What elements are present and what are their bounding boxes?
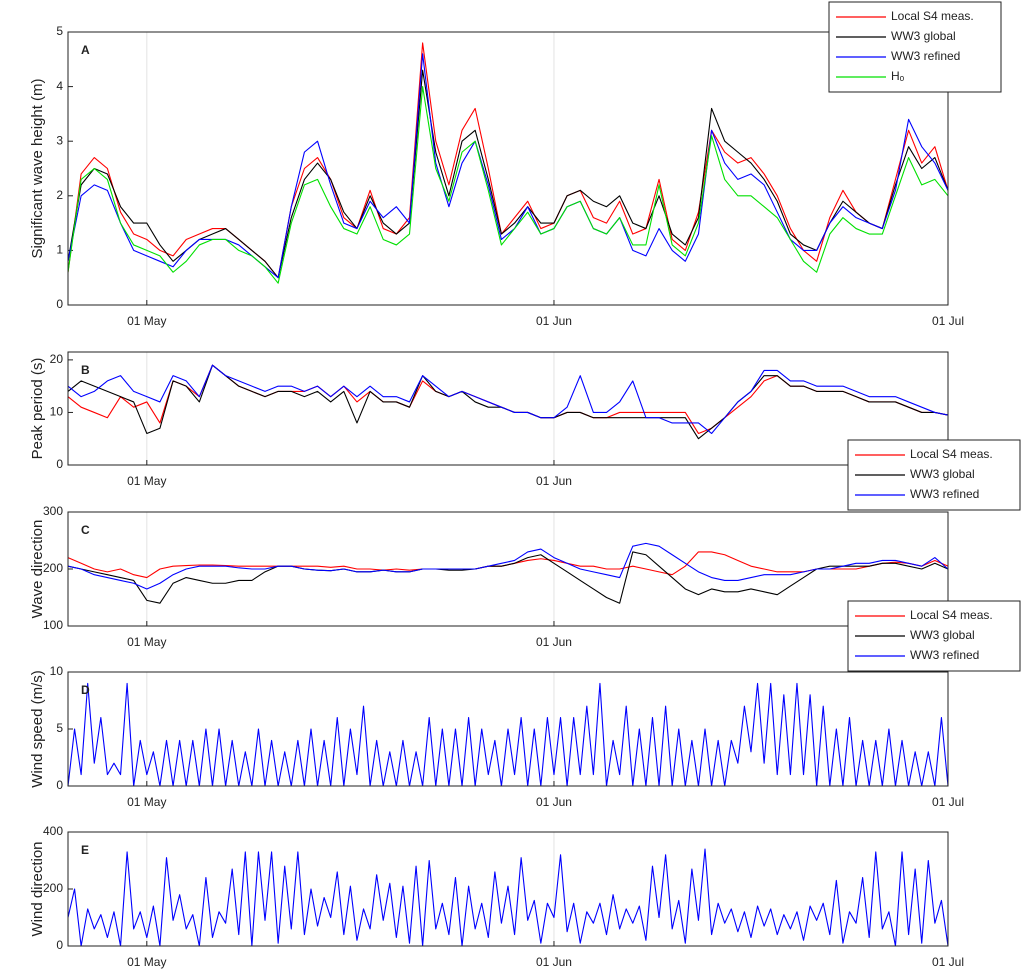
axes-box: [67, 831, 949, 947]
panel-label: B: [81, 363, 90, 377]
series-line: [67, 551, 949, 604]
panel-label: E: [81, 843, 89, 857]
series-line: [67, 86, 949, 284]
y-axis-label: Significant wave height (m): [29, 78, 46, 258]
panel-label: A: [81, 43, 90, 57]
y-tick-label: 10: [50, 405, 64, 419]
y-tick-label: 0: [56, 938, 63, 952]
y-tick-label: 1: [56, 243, 63, 257]
y-tick-label: 400: [43, 824, 63, 838]
x-tick-label: 01 Jun: [536, 474, 572, 488]
y-axis-label: Wave direction: [29, 520, 46, 619]
y-axis-label: Peak period (s): [29, 358, 46, 460]
panel-label: D: [81, 683, 90, 697]
legend-label: Local S4 meas.: [910, 447, 993, 461]
x-tick-label: 01 Jul: [932, 795, 964, 809]
y-tick-label: 20: [50, 352, 64, 366]
x-tick-label: 01 Jul: [932, 955, 964, 969]
plot-area: [68, 32, 948, 305]
y-tick-label: 200: [43, 561, 63, 575]
legend-label: WW3 refined: [910, 648, 979, 662]
legend-label: WW3 refined: [910, 487, 979, 501]
axes-box: [67, 511, 949, 627]
y-tick-label: 3: [56, 133, 63, 147]
series-line: [67, 364, 949, 435]
x-tick-label: 01 May: [127, 955, 166, 969]
x-tick-label: 01 Jul: [932, 314, 964, 328]
y-tick-label: 5: [56, 721, 63, 735]
panel: 01 May 01 Jun 01 Jul 0 200 400 E Wind direction: [29, 824, 964, 969]
legend-label: WW3 global: [891, 29, 956, 43]
series-line: [67, 69, 949, 279]
y-axis-label: Wind speed (m/s): [29, 670, 46, 788]
legend: Local S4 meas. WW3 global WW3 refined: [847, 439, 1021, 511]
x-tick-label: 01 May: [127, 474, 166, 488]
axes-box: [67, 31, 949, 306]
legend: Local S4 meas. WW3 global WW3 refined Hₒ: [828, 1, 1002, 93]
x-tick-label: 01 Jun: [536, 955, 572, 969]
panel-label: C: [81, 523, 90, 537]
y-axis-label: Wind direction: [29, 841, 46, 936]
legend-label: Local S4 meas.: [910, 608, 993, 622]
legend-label: WW3 refined: [891, 49, 960, 63]
legend-label: Hₒ: [891, 69, 905, 83]
x-tick-label: 01 May: [127, 795, 166, 809]
series-line: [67, 848, 949, 947]
legend-label: Local S4 meas.: [891, 9, 974, 23]
axes-box: [67, 351, 949, 466]
y-tick-label: 100: [43, 618, 63, 632]
y-tick-label: 300: [43, 504, 63, 518]
panel: 01 May 01 Jun 01 Jul 0 1 2 3 4 5 A Significant wav…: [29, 1, 1002, 328]
x-tick-label: 01 Jun: [536, 314, 572, 328]
plot-area: [68, 352, 948, 465]
axes-box: [67, 671, 949, 787]
y-tick-label: 200: [43, 881, 63, 895]
series-line: [67, 42, 949, 279]
y-tick-label: 4: [56, 79, 63, 93]
x-tick-label: 01 Jun: [536, 795, 572, 809]
legend-label: WW3 global: [910, 467, 975, 481]
x-tick-label: 01 May: [127, 314, 166, 328]
plot-area: [68, 512, 948, 626]
y-tick-label: 10: [50, 664, 64, 678]
series-line: [67, 682, 949, 787]
y-tick-label: 0: [56, 778, 63, 792]
panel: 01 May 01 Jun 01 Jul 0 5 10 D Wind speed (m/s): [29, 664, 964, 809]
x-tick-label: 01 May: [127, 635, 166, 649]
series-line: [67, 542, 949, 590]
legend: Local S4 meas. WW3 global WW3 refined: [847, 600, 1021, 672]
y-tick-label: 5: [56, 24, 63, 38]
legend-label: WW3 global: [910, 628, 975, 642]
y-tick-label: 2: [56, 188, 63, 202]
y-tick-label: 0: [56, 297, 63, 311]
y-tick-label: 0: [56, 457, 63, 471]
x-tick-label: 01 Jun: [536, 635, 572, 649]
